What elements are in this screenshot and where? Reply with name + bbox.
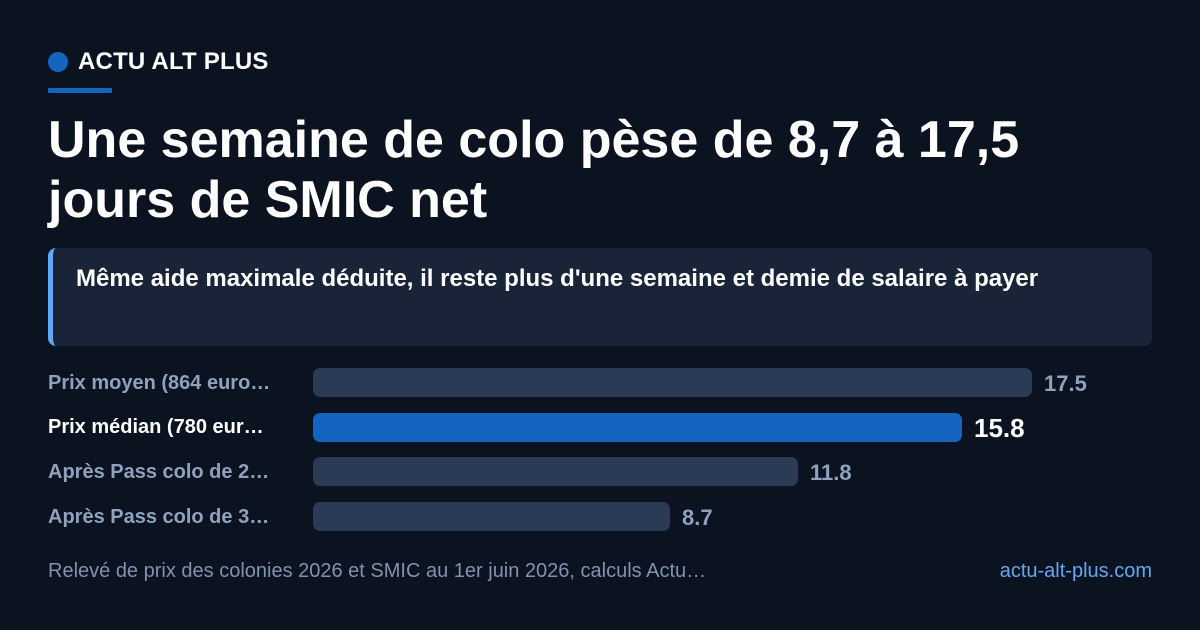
brand-dot-icon [48,52,68,72]
source-note: Relevé de prix des colonies 2026 et SMIC… [48,560,707,582]
page-title: Une semaine de colo pèse de 8,7 à 17,5 j… [48,111,1020,229]
bar [313,368,1032,397]
bar-value-label: 15.8 [974,412,1025,443]
bar [313,502,670,532]
brand-name: ACTU ALT PLUS [78,48,269,75]
bar-value-label: 8.7 [682,505,713,531]
subtitle: Même aide maximale déduite, il reste plu… [76,265,1039,292]
bar [313,412,962,442]
bar [313,457,798,487]
brand-underline [48,88,112,93]
bar-label: Après Pass colo de 3… [48,505,270,528]
bar-label: Prix médian (780 eur… [48,416,264,439]
brand: ACTU ALT PLUS [48,48,269,76]
bar-value-label: 17.5 [1044,371,1087,396]
bar-value-label: 11.8 [810,460,852,486]
bar-label: Prix moyen (864 euro… [48,371,271,394]
bar-label: Après Pass colo de 2… [48,460,270,483]
site-link[interactable]: actu-alt-plus.com [999,560,1152,582]
subtitle-box: Même aide maximale déduite, il reste plu… [48,248,1152,346]
